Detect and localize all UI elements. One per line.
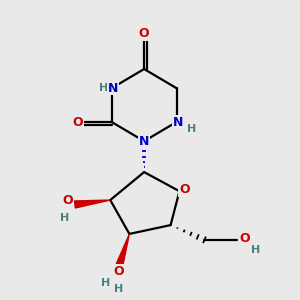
Text: O: O [114,265,124,278]
Text: O: O [139,27,149,40]
Text: H: H [115,284,124,294]
Text: N: N [139,135,149,148]
Text: N: N [108,82,119,95]
Text: N: N [173,116,183,128]
Text: H: H [251,245,261,255]
Text: O: O [62,194,73,207]
Text: H: H [60,213,69,223]
Text: O: O [239,232,250,245]
Text: H: H [99,83,108,93]
Text: O: O [179,183,190,196]
Polygon shape [116,234,129,267]
Text: O: O [73,116,83,128]
Text: H: H [101,278,110,287]
Polygon shape [74,200,110,208]
Text: H: H [187,124,196,134]
